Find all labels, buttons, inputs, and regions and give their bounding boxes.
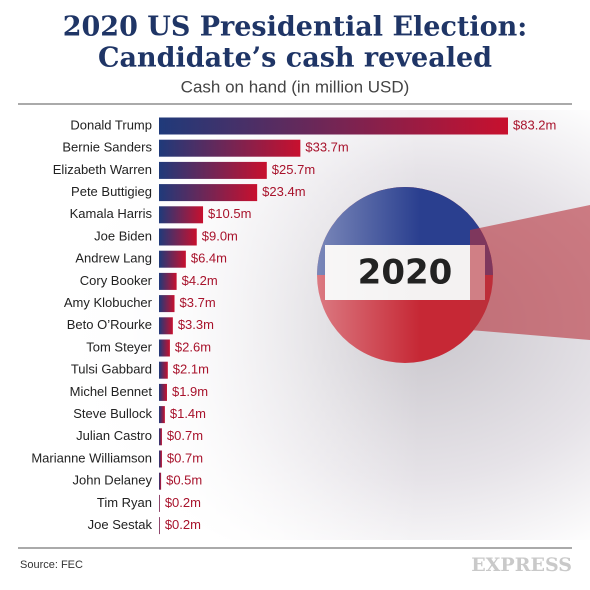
- category-label: Tom Steyer: [86, 339, 152, 354]
- value-label: $0.2m: [165, 495, 201, 510]
- bar: [159, 139, 301, 157]
- bar: [159, 517, 160, 535]
- category-label: Joe Sestak: [88, 517, 153, 532]
- category-label: Elizabeth Warren: [53, 162, 152, 177]
- bar: [159, 228, 197, 246]
- value-label: $2.1m: [173, 362, 209, 377]
- bar: [159, 494, 160, 512]
- category-label: Kamala Harris: [70, 206, 153, 221]
- category-label: Steve Bullock: [73, 406, 152, 421]
- category-label: Tulsi Gabbard: [71, 362, 152, 377]
- value-label: $3.7m: [180, 295, 216, 310]
- value-label: $9.0m: [202, 228, 238, 243]
- category-label: Bernie Sanders: [62, 140, 152, 155]
- value-label: $25.7m: [272, 162, 315, 177]
- chart-title: 2020 US Presidential Election:: [63, 12, 528, 43]
- bar: [159, 317, 173, 335]
- bar: [159, 250, 186, 268]
- category-label: Cory Booker: [80, 273, 153, 288]
- subtitle: Cash on hand (in million USD): [181, 77, 410, 96]
- value-label: $10.5m: [208, 206, 251, 221]
- bar: [159, 295, 175, 313]
- background-photo: 2020: [0, 110, 590, 540]
- category-label: Andrew Lang: [75, 251, 152, 266]
- value-label: $83.2m: [513, 117, 556, 132]
- category-label: Marianne Williamson: [31, 450, 152, 465]
- bar: [159, 428, 162, 446]
- value-label: $33.7m: [305, 140, 348, 155]
- category-label: John Delaney: [73, 473, 153, 488]
- bar: [159, 184, 258, 202]
- value-label: $0.2m: [165, 517, 201, 532]
- button-text: 2020: [358, 253, 453, 293]
- value-label: $1.9m: [172, 384, 208, 399]
- value-label: $4.2m: [182, 273, 218, 288]
- category-label: Donald Trump: [70, 117, 152, 132]
- chart-title-line2: Candidate’s cash revealed: [98, 43, 492, 74]
- category-label: Beto O’Rourke: [67, 317, 152, 332]
- logo: EXPRESS: [471, 554, 572, 576]
- value-label: $2.6m: [175, 339, 211, 354]
- category-label: Julian Castro: [76, 428, 152, 443]
- value-label: $0.7m: [167, 428, 203, 443]
- bar: [159, 406, 165, 424]
- bar: [159, 339, 170, 357]
- category-label: Pete Buttigieg: [71, 184, 152, 199]
- category-label: Joe Biden: [94, 228, 152, 243]
- bar: [159, 383, 167, 401]
- category-label: Tim Ryan: [97, 495, 152, 510]
- bar: [159, 161, 267, 179]
- bar: [159, 361, 168, 379]
- bar: [159, 472, 162, 490]
- category-label: Amy Klobucher: [64, 295, 153, 310]
- bar: [159, 117, 508, 135]
- value-label: $3.3m: [178, 317, 214, 332]
- value-label: $6.4m: [191, 251, 227, 266]
- bar: [159, 206, 204, 224]
- value-label: $0.7m: [167, 450, 203, 465]
- category-label: Michel Bennet: [70, 384, 153, 399]
- bar: [159, 450, 162, 468]
- bar: [159, 272, 177, 290]
- value-label: $0.5m: [166, 473, 202, 488]
- value-label: $23.4m: [262, 184, 305, 199]
- value-label: $1.4m: [170, 406, 206, 421]
- source: Source: FEC: [20, 559, 83, 571]
